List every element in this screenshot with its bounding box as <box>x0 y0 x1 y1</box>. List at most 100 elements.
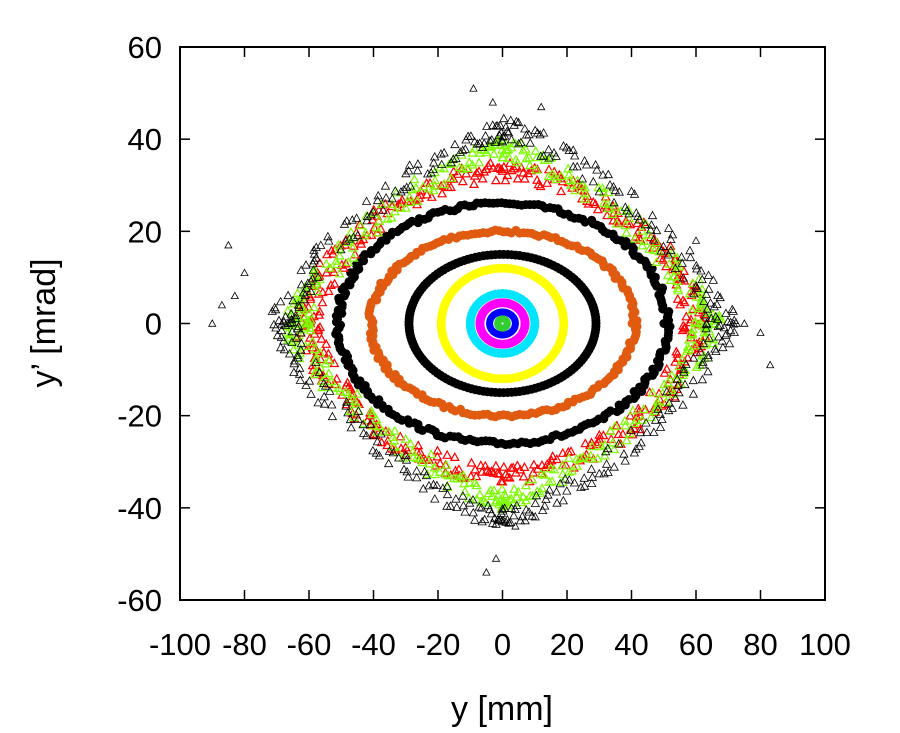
data-point <box>280 320 291 330</box>
data-point <box>503 127 514 137</box>
data-point <box>708 275 718 284</box>
data-point <box>500 175 511 185</box>
data-point <box>474 147 485 157</box>
data-point <box>594 186 604 196</box>
data-point <box>691 281 701 290</box>
data-point <box>572 161 582 171</box>
data-point <box>689 288 699 298</box>
data-point <box>655 253 666 263</box>
data-point <box>644 229 655 239</box>
data-point <box>338 262 349 272</box>
data-point <box>578 451 589 461</box>
outlier-point <box>537 102 546 111</box>
data-point <box>671 346 682 356</box>
data-point <box>477 173 488 183</box>
y-tick-label: -60 <box>117 583 162 618</box>
data-point <box>480 130 491 140</box>
data-point <box>700 339 711 349</box>
data-point <box>666 234 676 244</box>
data-point <box>461 134 471 144</box>
data-point <box>506 134 517 144</box>
data-point <box>635 427 646 437</box>
data-point <box>518 471 529 481</box>
data-point <box>549 464 560 474</box>
data-point <box>649 405 660 415</box>
data-point <box>701 319 712 329</box>
data-point <box>672 352 683 362</box>
data-point <box>719 322 729 332</box>
data-point <box>608 207 620 217</box>
data-point <box>351 213 362 222</box>
series-7 <box>364 225 642 422</box>
x-tick-label: -100 <box>149 627 211 662</box>
series-4 <box>465 289 540 358</box>
data-point <box>614 400 624 410</box>
data-point <box>702 304 712 313</box>
data-point <box>608 215 619 225</box>
data-point <box>664 258 675 268</box>
data-point <box>693 319 704 329</box>
data-point <box>664 223 674 232</box>
data-point <box>354 219 365 229</box>
data-point <box>670 393 681 402</box>
data-point <box>331 255 342 265</box>
data-point <box>701 323 711 333</box>
data-point <box>372 426 383 436</box>
data-point <box>400 433 411 443</box>
data-point <box>323 285 334 295</box>
data-point <box>528 459 539 469</box>
data-point <box>321 338 332 348</box>
data-point <box>484 466 495 476</box>
data-point <box>629 189 640 198</box>
data-point <box>465 471 476 481</box>
data-point <box>543 171 554 181</box>
data-point <box>672 293 683 303</box>
data-point <box>393 199 404 209</box>
data-point <box>450 139 460 149</box>
data-point <box>677 258 687 267</box>
data-point <box>283 334 294 344</box>
data-point <box>286 314 297 324</box>
data-point <box>287 317 297 327</box>
data-point <box>579 182 591 192</box>
data-point <box>498 131 508 141</box>
data-point <box>405 438 416 448</box>
data-point <box>653 404 663 413</box>
data-point <box>496 127 506 137</box>
data-point <box>488 120 498 129</box>
data-point <box>308 265 318 274</box>
data-point <box>531 490 542 500</box>
data-point <box>325 279 336 289</box>
data-point <box>587 472 598 481</box>
data-point <box>670 263 681 273</box>
data-point <box>661 363 672 373</box>
data-point <box>531 164 542 174</box>
data-point <box>537 483 548 493</box>
data-point <box>667 229 678 239</box>
data-point <box>519 173 530 183</box>
data-point <box>709 319 720 329</box>
data-point <box>482 465 493 475</box>
data-point <box>645 412 657 422</box>
data-point <box>535 129 545 139</box>
data-point <box>504 494 515 504</box>
data-point <box>517 511 527 521</box>
data-point <box>287 337 297 346</box>
data-point <box>313 397 323 407</box>
data-point <box>314 306 325 316</box>
data-point <box>438 483 448 492</box>
data-point <box>527 490 538 500</box>
data-point <box>563 466 574 476</box>
data-point <box>289 355 300 365</box>
data-point <box>560 474 570 483</box>
data-point <box>409 174 420 184</box>
data-point <box>627 429 638 439</box>
data-point <box>469 477 480 487</box>
data-point <box>300 290 310 299</box>
data-point <box>457 176 468 186</box>
data-point <box>530 322 540 332</box>
data-point <box>404 191 415 201</box>
data-point <box>380 181 391 190</box>
data-point <box>362 415 373 425</box>
data-point <box>296 279 307 289</box>
